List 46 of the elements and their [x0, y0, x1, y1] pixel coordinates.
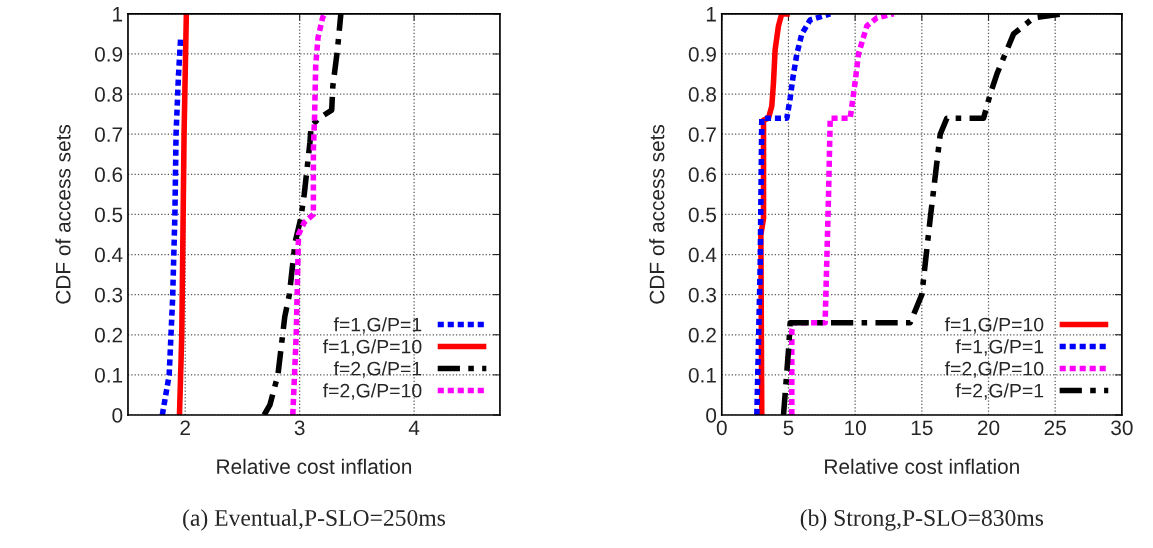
x-tick-label: 15: [911, 420, 933, 436]
legend-label: f=1,G/P=10: [944, 317, 1044, 334]
legend-label: f=2,G/P=10: [944, 361, 1044, 378]
y-tick-label: 0.8: [94, 87, 123, 102]
y-tick-label: 0.6: [688, 167, 716, 183]
y-tick-label: 0: [112, 408, 123, 423]
text: (a) Eventual,P-SLO=250ms: [183, 509, 446, 531]
y-tick-label: 0.8: [688, 87, 717, 102]
x-tick-label: 0: [716, 420, 727, 436]
y-tick-label: 0: [706, 408, 717, 423]
x-tick-label: 3: [294, 420, 305, 436]
legend-label: f=2,G/P=1: [333, 361, 422, 378]
y-tick-label: 1: [113, 7, 123, 22]
x-tick-label: 25: [1044, 420, 1066, 436]
y-tick-label: 0.7: [688, 127, 716, 142]
legend-label: f=1,G/P=1: [333, 317, 422, 334]
y-tick-label: 0.4: [688, 247, 717, 263]
x-axis-title: Relative cost inflation: [217, 458, 412, 475]
y-tick-label: 0.5: [688, 207, 717, 223]
y-tick-label: 0.3: [94, 287, 123, 303]
y-tick-label: 0.1: [94, 367, 123, 383]
x-axis-title: Relative cost inflation: [825, 458, 1019, 475]
y-tick-label: 0.9: [688, 46, 716, 62]
y-tick-label: 0.9: [94, 46, 123, 62]
y-tick-label: 0.6: [94, 167, 123, 183]
x-tick-label: 4: [408, 420, 420, 435]
legend-label: f=2,G/P=10: [322, 383, 422, 400]
y-tick-label: 1: [706, 7, 716, 22]
y-tick-label: 0.2: [94, 327, 123, 343]
y-axis-title: CDF of access sets: [55, 124, 71, 304]
y-tick-label: 0.4: [94, 247, 123, 263]
legend-label: f=1,G/P=1: [955, 339, 1044, 356]
x-tick-label: 20: [977, 420, 1000, 436]
y-tick-label: 0.7: [94, 127, 123, 142]
legend-label: f=1,G/P=10: [322, 339, 422, 356]
y-axis-title: CDF of access sets: [649, 124, 665, 304]
y-tick-label: 0.3: [688, 287, 716, 303]
text: (b) Strong,P-SLO=830ms: [800, 509, 1044, 531]
x-tick-label: 10: [845, 420, 866, 436]
x-tick-label: 5: [783, 420, 794, 436]
x-tick-label: 2: [180, 420, 190, 435]
y-tick-label: 0.2: [688, 327, 716, 343]
legend-label: f=2,G/P=1: [955, 383, 1044, 400]
y-tick-label: 0.1: [688, 367, 716, 383]
x-tick-label: 30: [1111, 420, 1133, 436]
y-tick-label: 0.5: [94, 207, 123, 223]
